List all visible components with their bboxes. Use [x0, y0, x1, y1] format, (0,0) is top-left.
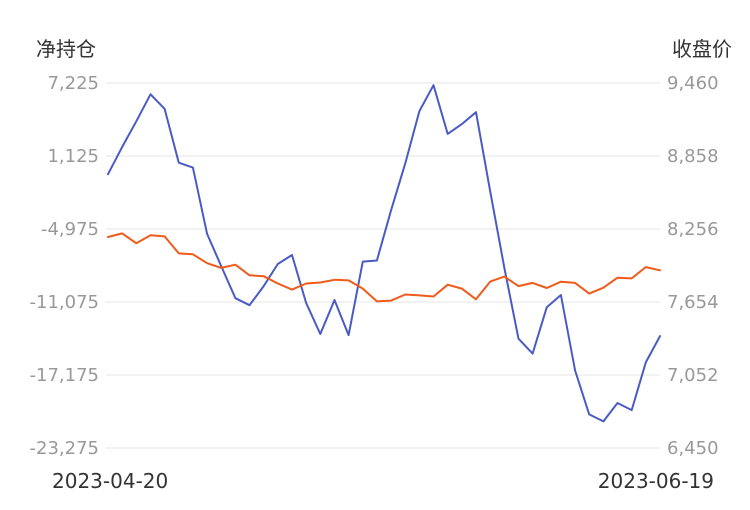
series-layer [107, 84, 661, 423]
x-start-label: 2023-04-20 [52, 469, 168, 493]
close-price-line [107, 232, 661, 303]
right-axis-ticks: 9,460 8,858 8,256 7,654 7,052 6,450 [667, 73, 719, 459]
x-end-label: 2023-06-19 [598, 469, 714, 493]
right-axis-title: 收盘价 [672, 37, 732, 61]
left-tick-label: -4,975 [41, 219, 99, 240]
right-tick-label: 7,052 [667, 365, 719, 386]
right-tick-label: 6,450 [667, 438, 719, 459]
left-tick-label: -23,275 [30, 438, 99, 459]
left-tick-label: 7,225 [47, 73, 99, 94]
right-tick-label: 9,460 [667, 73, 719, 94]
right-tick-label: 8,256 [667, 219, 719, 240]
right-tick-label: 7,654 [667, 292, 719, 313]
left-axis-ticks: 7,225 1,125 -4,975 -11,075 -17,175 -23,275 [30, 73, 99, 459]
grid-lines [106, 82, 660, 449]
left-tick-label: -11,075 [30, 292, 99, 313]
left-axis-title: 净持仓 [36, 37, 96, 61]
net-position-line [107, 84, 661, 423]
left-tick-label: -17,175 [30, 365, 99, 386]
left-tick-label: 1,125 [47, 146, 99, 167]
right-tick-label: 8,858 [667, 146, 719, 167]
